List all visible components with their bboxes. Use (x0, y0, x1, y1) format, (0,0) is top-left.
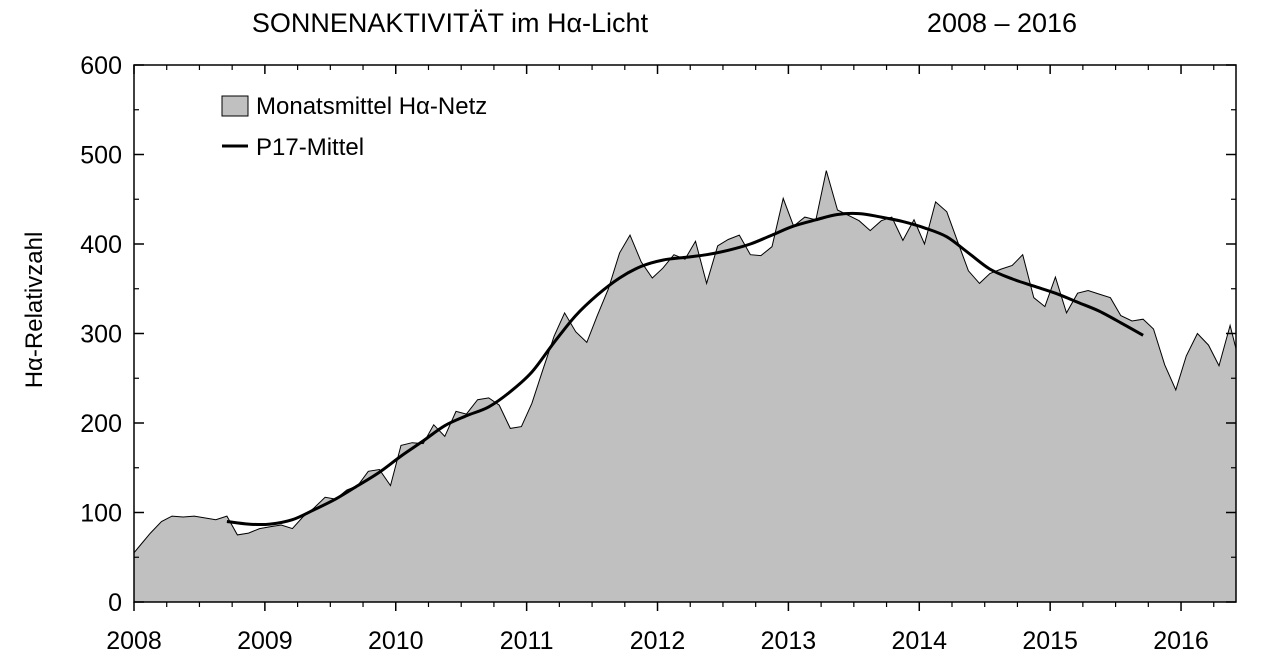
series-area-monatsmittel (133, 170, 1237, 603)
y-tick-label: 300 (80, 321, 122, 349)
x-tick-label: 2012 (630, 627, 686, 655)
legend: Monatsmittel Hα-Netz P17-Mittel (221, 93, 487, 161)
y-axis-label: Hα-Relativzahl (21, 232, 48, 389)
x-tick-label: 2009 (237, 627, 293, 655)
series-line-p17 (226, 211, 1144, 527)
legend-swatch-area (221, 95, 249, 117)
y-tick-label: 100 (80, 500, 122, 528)
y-axis: 0 100 200 300 400 500 600 (80, 52, 1236, 617)
x-tick-label: 2015 (1022, 627, 1078, 655)
legend-label-line: P17-Mittel (256, 134, 364, 161)
y-tick-label: 400 (80, 231, 122, 259)
x-tick-label: 2016 (1153, 627, 1209, 655)
x-tick-label: 2010 (368, 627, 424, 655)
y-tick-label: 0 (108, 589, 122, 617)
y-tick-label: 200 (80, 410, 122, 438)
x-tick-label: 2013 (761, 627, 817, 655)
y-tick-label: 500 (80, 142, 122, 170)
chart-subtitle: 2008 – 2016 (927, 8, 1077, 38)
legend-label-area: Monatsmittel Hα-Netz (256, 93, 487, 120)
y-tick-label: 600 (80, 52, 122, 80)
plot-content (133, 170, 1237, 603)
x-tick-label: 2014 (891, 627, 947, 655)
chart-title: SONNENAKTIVITÄT im Hα-Licht (252, 8, 649, 38)
x-tick-label: 2008 (106, 627, 162, 655)
x-tick-label: 2011 (500, 627, 554, 655)
x-axis: 2008 2009 2010 2011 2012 2013 2014 2015 2016 (106, 65, 1215, 655)
